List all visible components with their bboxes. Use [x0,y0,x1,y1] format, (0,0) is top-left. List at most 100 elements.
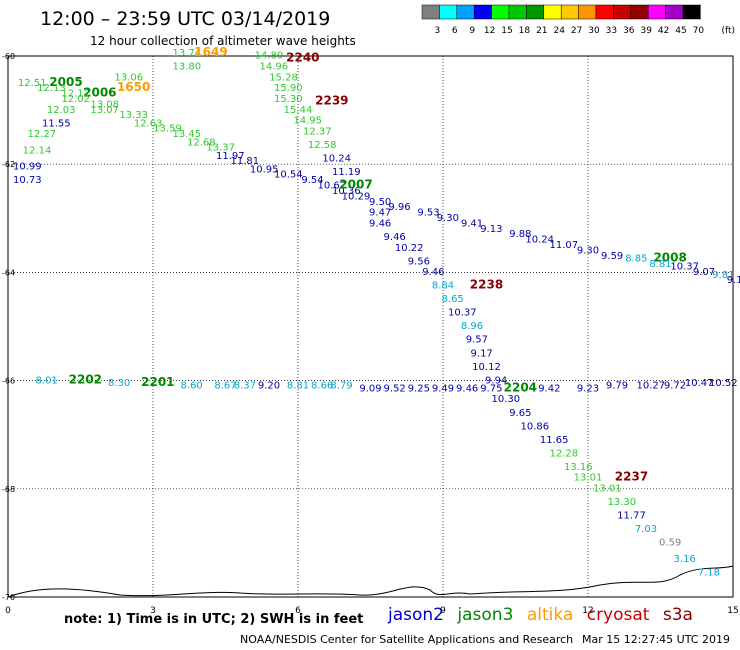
wave-height-label: 9.52 [384,383,406,394]
wave-height-label: 12.12 [61,89,90,100]
lat-tick-label: -60 [2,52,15,61]
wave-height-label: 8.37 [234,381,256,392]
wave-height-label: 9.42 [538,383,560,394]
wave-height-label: 11.97 [216,151,245,162]
wave-height-label: 13.74 [173,48,202,59]
legend-label: 12 [484,26,495,36]
wave-height-label: 8.85 [625,254,647,265]
wave-height-label: 13.80 [173,62,202,73]
wave-height-label: 9.96 [388,202,410,213]
wave-height-label: 9.75 [480,383,502,394]
wave-height-label: 15.30 [274,94,303,105]
legend-label: 6 [452,26,458,36]
wave-height-label: 12.51 [18,78,47,89]
wave-height-label: 9.13 [480,224,502,235]
sat-jason3: jason3 [457,605,514,625]
wave-height-label: 10.29 [342,191,371,202]
sat-jason2: jason2 [388,605,444,625]
pass-time-label: 2006 [83,86,116,100]
wave-height-label: 8.01 [36,375,58,386]
wave-height-label: 9.46 [422,267,444,278]
wave-height-label: 14.96 [260,62,289,73]
wave-height-label: 9.15 [727,275,740,286]
wave-height-label: 11.19 [332,167,361,178]
legend-label: 3 [435,26,441,36]
pass-time-label: 2237 [615,470,648,484]
wave-height-label: 10.27 [637,381,666,392]
wave-height-label: 9.59 [601,251,623,262]
wave-height-label: 13.01 [593,484,622,495]
wave-height-label: 13.45 [173,129,202,140]
wave-height-label: 11.81 [231,156,260,167]
wave-height-label: 9.25 [408,383,430,394]
wave-height-label: 15.28 [269,72,298,83]
pass-time-label: 2238 [470,278,503,292]
wave-height-label: 12.28 [550,448,579,459]
wave-height-label: 12.03 [47,105,76,116]
wave-height-label: 9.79 [606,381,628,392]
wave-height-label: 13.07 [90,105,119,116]
wave-height-label: 9.94 [485,375,507,386]
wave-height-label: 10.47 [685,378,714,389]
wave-height-label: 9.57 [466,335,488,346]
legend-label: 18 [519,26,531,36]
legend-label: 70 [693,26,705,36]
lat-tick-label: -70 [2,593,15,602]
legend-label: 42 [658,26,669,36]
wave-height-label: 3.16 [674,554,696,565]
wave-height-label: 8.96 [461,321,483,332]
wave-height-label: 8.81 [649,259,671,270]
wave-height-label: 10.12 [472,362,501,373]
wave-height-label: 13.01 [574,473,603,484]
wave-height-label: 10.95 [250,164,279,175]
generated-timestamp: Mar 15 12:27:45 UTC 2019 [582,633,730,646]
legend-label: 9 [469,26,475,36]
lon-tick-label: 15 [727,606,738,616]
wave-height-label: 9.07 [693,267,715,278]
wave-height-label: 9.81 [712,270,734,281]
wave-height-label: 10.37 [448,308,477,319]
legend-label: 36 [623,26,635,36]
wave-height-label: 12.27 [28,129,57,140]
legend-label: 30 [588,26,600,36]
wave-height-label: 8.65 [442,294,464,305]
wave-height-label: 12.02 [61,94,90,105]
legend-label: 15 [501,26,512,36]
wave-height-label: 10.73 [13,175,42,186]
wave-height-label: 12.13 [37,83,66,94]
pass-time-label: 2008 [653,251,686,265]
lon-tick-label: 6 [295,606,301,616]
wave-height-label: 10.30 [492,394,521,405]
lon-tick-label: 12 [582,606,593,616]
wave-height-label: 10.22 [395,243,424,254]
pass-time-label: 1649 [194,45,227,59]
lat-tick-label: -66 [2,377,15,386]
wave-height-label: 11.07 [550,240,579,251]
wave-height-label: 9.65 [509,408,531,419]
wave-height-label: 10.37 [670,262,699,273]
wave-height-label: 9.17 [471,348,493,359]
legend-unit: (ft) [721,26,735,36]
legend-label: 24 [553,26,565,36]
wave-height-label: 9.53 [417,208,439,219]
wave-height-label: 9.30 [577,245,599,256]
wave-height-label: 15.90 [274,83,303,94]
wave-height-label: 7.03 [635,524,657,535]
wave-height-label: 9.46 [456,383,478,394]
sat-altika: altika [526,605,574,625]
wave-height-label: 7.18 [698,567,720,578]
wave-height-label: 8.81 [287,381,309,392]
wave-height-label: 8.60 [181,381,203,392]
wave-height-label: 12.14 [23,145,52,156]
wave-height-label: 9.56 [408,256,430,267]
wave-height-label: 8.30 [108,378,130,389]
satellite-legend: jason2 jason3 altika cryosat s3a [388,605,701,625]
pass-time-label: 2240 [286,50,319,64]
legend-label: 33 [606,26,617,36]
wave-height-label: 9.46 [369,218,391,229]
wave-height-label: 12.63 [134,118,163,129]
wave-height-label: 9.72 [664,381,686,392]
wave-height-label: 11.55 [42,118,71,129]
wave-height-label: 10.36 [332,186,361,197]
legend-label: 21 [536,26,547,36]
